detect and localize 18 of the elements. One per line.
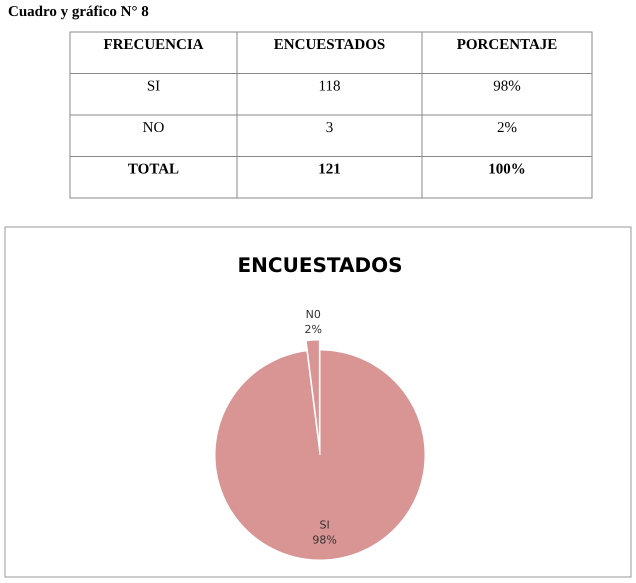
text: ENCUESTADOS	[274, 37, 386, 53]
text: Cuadro y gráfico N° 8	[8, 4, 149, 20]
text: SI	[146, 78, 160, 94]
text: PORCENTAJE	[456, 37, 558, 53]
text: 118	[318, 78, 340, 94]
text: FRECUENCIA	[103, 37, 204, 53]
text: NO	[142, 120, 164, 136]
text: 100%	[488, 162, 526, 178]
chart-title: ENCUESTADOS	[238, 253, 402, 277]
text: 3	[326, 120, 334, 136]
slice-label: N0	[306, 308, 321, 322]
slice-label: SI	[320, 518, 330, 532]
text: 2%	[497, 120, 517, 136]
data-label: 2%	[304, 323, 322, 336]
data-label: 98%	[312, 533, 337, 546]
text: 121	[318, 162, 341, 178]
text: 98%	[493, 78, 521, 94]
text: TOTAL	[128, 162, 180, 178]
